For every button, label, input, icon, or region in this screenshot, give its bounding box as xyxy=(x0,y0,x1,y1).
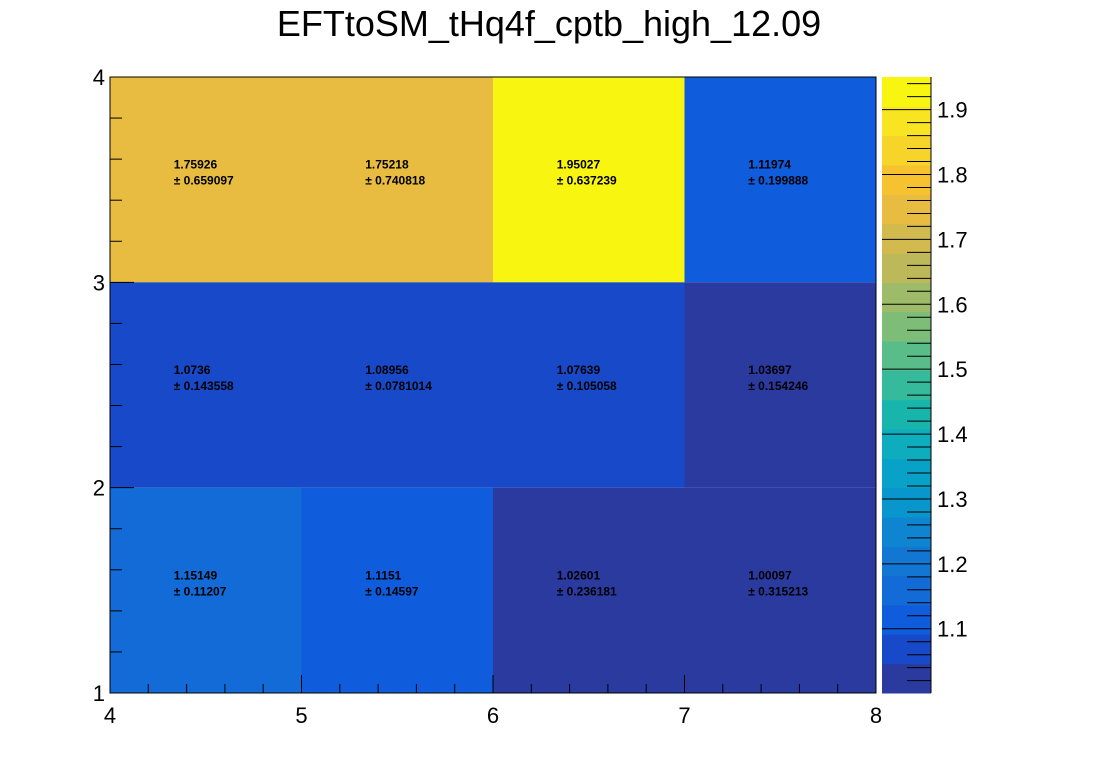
cell-error-label: ± 0.143558 xyxy=(174,379,234,393)
cell-labels: 1.75926 ± 0.659097 1.75218 ± 0.740818 1.9502… xyxy=(174,158,809,599)
x-tick-label: 5 xyxy=(295,703,307,728)
palette-band xyxy=(882,223,931,254)
cell-value-label: 1.95027 xyxy=(557,158,601,172)
x-tick-label: 4 xyxy=(104,703,116,728)
cell-value-label: 1.75926 xyxy=(174,158,218,172)
cell-error-label: ± 0.154246 xyxy=(748,379,808,393)
heatmap-cell xyxy=(684,282,876,488)
palette-band xyxy=(882,311,931,342)
heatmap-cell xyxy=(110,77,493,283)
palette-tick-label: 1.7 xyxy=(937,227,968,252)
color-palette: 1.1 1.2 1.3 1.4 1.5 1.6 1.7 1.8 1.9 xyxy=(882,77,968,694)
cell-value-label: 1.75218 xyxy=(365,158,409,172)
cell-value-label: 1.11974 xyxy=(748,158,791,172)
cell-value-label: 1.03697 xyxy=(748,363,792,377)
heatmap-cell xyxy=(110,487,302,693)
heatmap-cells xyxy=(110,77,876,693)
y-tick-label: 4 xyxy=(93,65,105,90)
palette-band xyxy=(882,575,931,606)
palette-band xyxy=(882,605,931,635)
palette-band xyxy=(882,106,931,137)
y-tick-label: 1 xyxy=(93,681,105,706)
palette-tick-label: 1.8 xyxy=(937,163,968,188)
heatmap-cell xyxy=(493,487,876,693)
y-tick-label: 2 xyxy=(93,476,105,501)
palette-band xyxy=(882,135,931,166)
heatmap-cell xyxy=(684,77,876,283)
palette-tick-label: 1.4 xyxy=(937,422,968,447)
palette-band xyxy=(882,517,931,547)
x-tick-label: 8 xyxy=(870,703,882,728)
palette-tick-label: 1.9 xyxy=(937,98,968,123)
y-tick-label: 3 xyxy=(93,270,105,295)
palette-band xyxy=(882,77,931,107)
cell-error-label: ± 0.740818 xyxy=(365,174,425,188)
cell-error-label: ± 0.0781014 xyxy=(365,379,432,393)
x-tick-label: 7 xyxy=(678,703,690,728)
heatmap-cell xyxy=(301,487,493,693)
palette-band xyxy=(882,282,931,313)
palette-tick-label: 1.6 xyxy=(937,292,968,317)
palette-band xyxy=(882,487,931,518)
cell-value-label: 1.07639 xyxy=(557,363,601,377)
cell-value-label: 1.02601 xyxy=(557,568,601,582)
cell-error-label: ± 0.11207 xyxy=(174,584,227,598)
palette-band xyxy=(882,429,931,459)
palette-tick-label: 1.1 xyxy=(937,617,968,642)
palette-tick-label: 1.2 xyxy=(937,552,968,577)
cell-value-label: 1.00097 xyxy=(748,568,792,582)
heatmap-cell xyxy=(493,77,685,283)
cell-error-label: ± 0.659097 xyxy=(174,174,234,188)
cell-value-label: 1.0736 xyxy=(174,363,211,377)
palette-band xyxy=(882,663,931,694)
cell-error-label: ± 0.199888 xyxy=(748,174,808,188)
cell-error-label: ± 0.315213 xyxy=(748,584,808,598)
heatmap-cell xyxy=(110,282,685,488)
cell-value-label: 1.08956 xyxy=(365,363,409,377)
palette-band xyxy=(882,399,931,430)
chart-title: EFTtoSM_tHq4f_cptb_high_12.09 xyxy=(277,3,821,44)
cell-value-label: 1.15149 xyxy=(174,568,218,582)
x-tick-label: 6 xyxy=(487,703,499,728)
palette-band xyxy=(882,634,931,665)
palette-band xyxy=(882,194,931,225)
palette-tick-label: 1.5 xyxy=(937,357,968,382)
palette-band xyxy=(882,370,931,401)
axes: 4 5 6 7 8 1 2 3 4 xyxy=(93,65,882,728)
palette-tick-label: 1.3 xyxy=(937,487,968,512)
palette-band xyxy=(882,165,931,195)
cell-error-label: ± 0.236181 xyxy=(557,584,617,598)
cell-value-label: 1.1151 xyxy=(365,568,401,582)
cell-error-label: ± 0.637239 xyxy=(557,174,617,188)
cell-error-label: ± 0.14597 xyxy=(365,584,419,598)
cell-error-label: ± 0.105058 xyxy=(557,379,617,393)
